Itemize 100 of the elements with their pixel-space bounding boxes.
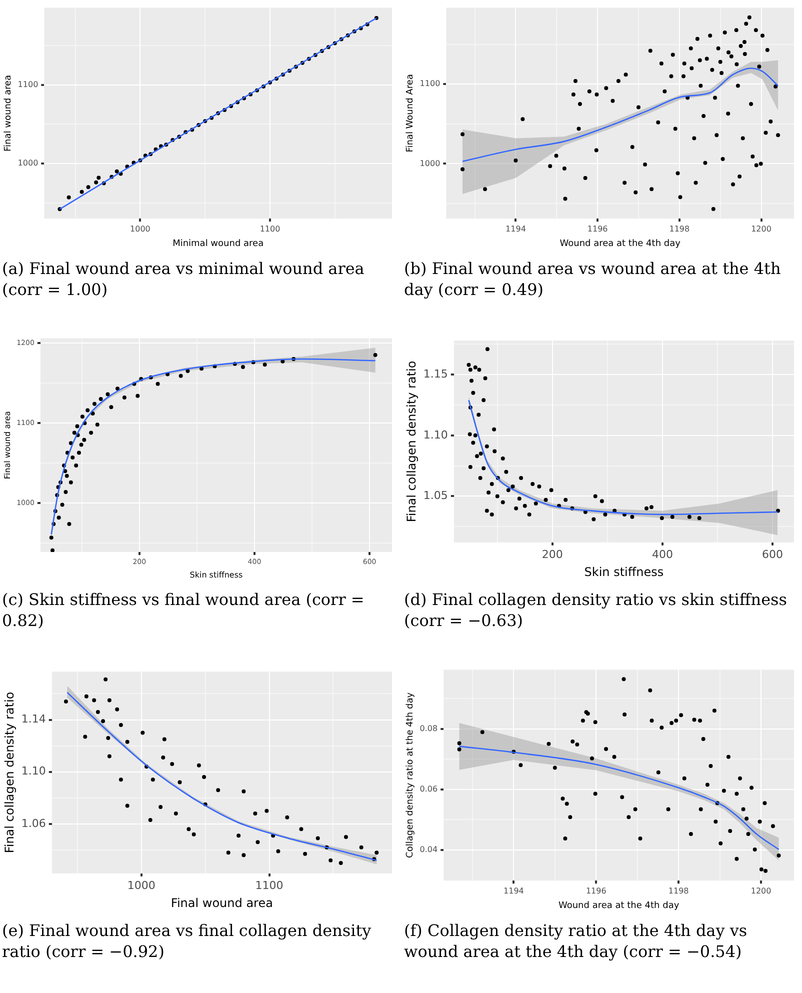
x-axis-title: Skin stiffness (584, 564, 664, 579)
point (264, 808, 269, 813)
y-tick-label: 0.06 (420, 784, 438, 794)
point (178, 374, 183, 378)
point (106, 392, 110, 396)
point (338, 860, 343, 865)
point (96, 710, 100, 714)
point (196, 763, 201, 768)
x-tick-label: 1194 (504, 886, 524, 896)
point (64, 700, 68, 704)
point (374, 850, 379, 855)
x-tick-label: 1000 (130, 224, 150, 234)
x-tick-label: 400 (652, 548, 673, 561)
point (95, 422, 100, 427)
point (72, 430, 76, 435)
y-tick-label: 1000 (420, 158, 440, 168)
point (118, 722, 123, 727)
x-tick-label: 1100 (255, 878, 284, 892)
point (242, 853, 246, 858)
x-tick-label: 200 (542, 548, 563, 561)
point (125, 740, 130, 744)
point (359, 845, 364, 850)
point (68, 441, 73, 446)
point (256, 840, 260, 844)
text: (d) Final collagen density ratio vs skin stiffness (corr = −0.63) (403, 589, 788, 631)
x-tick-label: 1198 (669, 224, 690, 234)
y-tick-label: 0.04 (420, 844, 438, 854)
x-axis-title: Minimal wound area (172, 238, 264, 249)
point (150, 778, 155, 782)
point (49, 536, 54, 540)
point (101, 719, 106, 724)
point (74, 464, 78, 468)
point (186, 827, 191, 832)
point (64, 490, 68, 494)
x-axis-title: Final wound area (170, 896, 273, 910)
y-tick-label: 1100 (18, 80, 38, 89)
point (80, 190, 84, 194)
point (98, 397, 103, 402)
point (192, 832, 196, 836)
point (104, 677, 108, 682)
point (82, 438, 86, 442)
point (86, 185, 90, 190)
point (109, 405, 114, 410)
point (140, 730, 145, 735)
x-tick-label: 1100 (260, 224, 280, 234)
x-axis-title: Wound area at the 4th day (560, 238, 682, 249)
x-tick-label: 1200 (750, 886, 772, 896)
point (161, 756, 166, 760)
point (226, 850, 230, 855)
point (373, 353, 378, 358)
point (79, 442, 84, 447)
point (122, 395, 126, 400)
y-tick-label: 0.08 (420, 724, 438, 733)
point (115, 707, 120, 712)
text: (b) Final wound area vs wound area at the 4th day (corr = 0.49) (403, 258, 782, 300)
point (56, 516, 61, 520)
point (75, 424, 80, 428)
y-tick-label: 1.15 (423, 368, 448, 380)
point (68, 480, 73, 484)
y-tick-label: 1.10 (423, 428, 448, 442)
point (170, 762, 174, 766)
point (174, 812, 178, 816)
point (262, 362, 267, 367)
x-tick-label: 1200 (751, 224, 772, 234)
point (148, 818, 152, 822)
y-tick-label: 1.05 (423, 489, 448, 502)
x-tick-label: 1194 (506, 224, 526, 234)
point (114, 169, 119, 174)
point (90, 411, 95, 416)
x-tick-label: 600 (762, 548, 784, 561)
point (67, 522, 72, 526)
point (70, 456, 75, 460)
text: (e) Final wound area vs final collagen density ratio (corr = −0.92) (1, 920, 372, 962)
point (96, 176, 101, 180)
y-axis-title: Final Wound Area (406, 74, 416, 152)
point (344, 834, 348, 839)
y-tick-label: 1.10 (21, 764, 46, 778)
point (216, 788, 220, 792)
point (116, 386, 120, 391)
point (92, 402, 97, 406)
point (186, 369, 190, 374)
y-tick-label: 1.14 (21, 712, 46, 726)
point (94, 180, 98, 184)
point (76, 450, 81, 455)
point (107, 698, 112, 702)
x-tick-label: 1198 (668, 886, 689, 896)
point (84, 694, 88, 698)
point (158, 805, 163, 809)
x-tick-label: 1196 (587, 224, 608, 234)
point (89, 430, 94, 435)
x-axis-title: Wound area at the 4th day (558, 900, 680, 911)
point (299, 827, 304, 832)
line-series (462, 68, 779, 162)
point (64, 474, 69, 478)
y-tick-label: 1.06 (21, 816, 46, 830)
text: (c) Skin stiffness vs final wound area (corr = 0.82) (1, 589, 366, 631)
y-axis-title: Final wound area (2, 411, 12, 480)
point (178, 780, 182, 784)
point (118, 778, 123, 782)
point (316, 836, 320, 840)
